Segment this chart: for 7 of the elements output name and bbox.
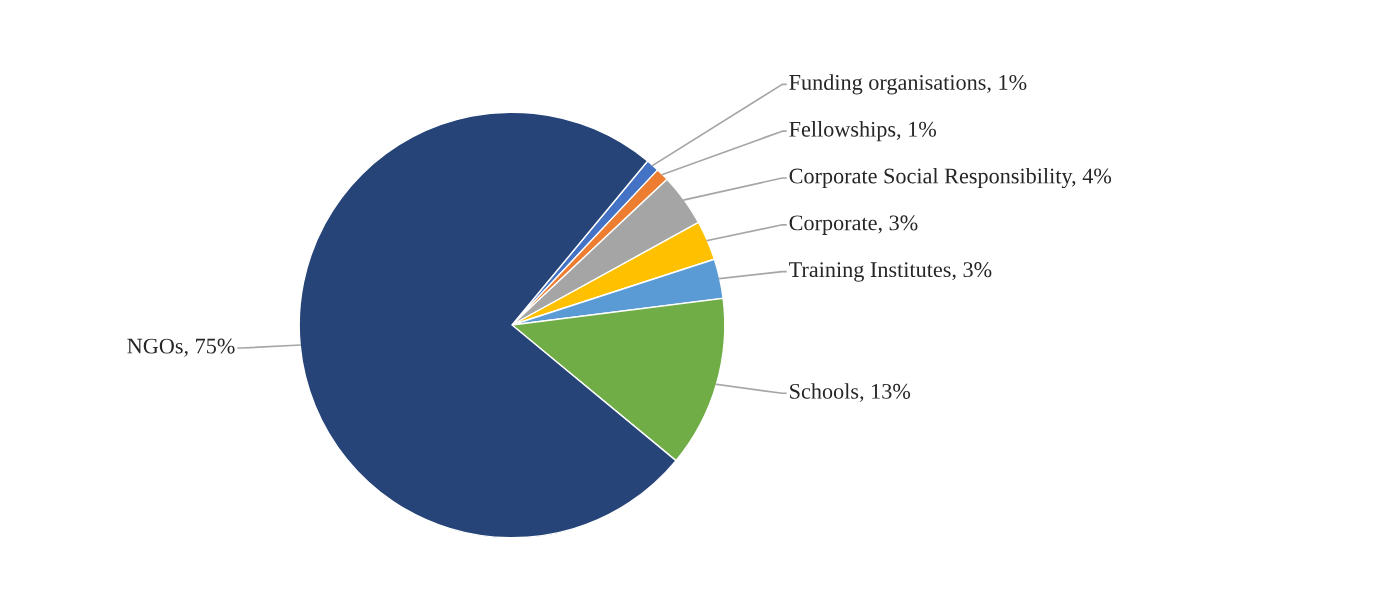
- slice-label: Corporate, 3%: [789, 215, 918, 235]
- slice-label: NGOs, 75%: [127, 338, 235, 357]
- slice-label: Corporate Social Responsibility, 4%: [789, 167, 1112, 189]
- slice-label: Fellowships, 1%: [789, 121, 937, 142]
- slice-label: Training Institutes, 3%: [789, 262, 992, 282]
- slice-label: Schools, 13%: [790, 383, 911, 403]
- slice-label: Funding organisations, 1%: [789, 74, 1027, 95]
